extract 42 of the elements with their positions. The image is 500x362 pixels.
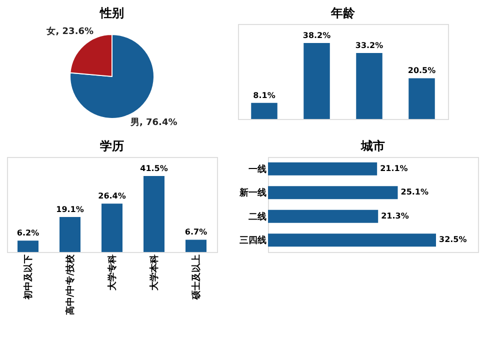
bar <box>268 162 378 176</box>
data-label: 25.1% <box>400 188 429 197</box>
x-tick-label: 初中及以下 <box>23 254 34 300</box>
bar <box>60 217 80 252</box>
bar <box>304 43 330 119</box>
chart-title: 城市 <box>360 139 385 153</box>
data-label: 38.2% <box>302 31 331 40</box>
y-tick-label: 三四线 <box>240 235 266 246</box>
bar <box>144 176 164 252</box>
data-label: 41.5% <box>140 164 168 173</box>
bar <box>408 78 435 119</box>
x-tick-label: 硕士及以上 <box>191 254 202 300</box>
slice-label: 男, 76.4% <box>129 117 178 128</box>
bar <box>268 186 398 200</box>
x-tick-label: 高中/中专/技校 <box>65 254 76 316</box>
data-label: 19.1% <box>56 205 84 214</box>
x-tick-label: 大学本科 <box>149 254 160 290</box>
y-tick-label: 一线 <box>248 164 266 175</box>
data-label: 6.7% <box>184 228 208 237</box>
data-label: 6.2% <box>16 228 40 238</box>
data-label: 21.1% <box>380 164 408 173</box>
data-label: 33.2% <box>355 40 384 50</box>
y-tick-label: 新一线 <box>238 188 266 199</box>
chart-title: 年龄 <box>330 6 356 20</box>
data-label: 20.5% <box>408 66 436 76</box>
bar <box>186 240 206 252</box>
bar <box>356 52 382 119</box>
bar <box>251 102 278 119</box>
pie-slice <box>70 34 154 119</box>
data-label: 8.1% <box>253 90 276 100</box>
data-label: 21.3% <box>381 211 409 220</box>
bar <box>18 240 38 252</box>
chart-title: 性别 <box>99 6 124 20</box>
bar <box>268 210 378 223</box>
chart-title: 学历 <box>100 139 124 153</box>
bar <box>268 234 436 247</box>
slice-label: 女, 23.6% <box>46 26 94 37</box>
x-tick-label: 大学专科 <box>107 254 118 290</box>
data-label: 26.4% <box>98 192 126 201</box>
data-label: 32.5% <box>439 235 467 244</box>
y-tick-label: 二线 <box>248 211 266 222</box>
bar <box>102 204 122 252</box>
